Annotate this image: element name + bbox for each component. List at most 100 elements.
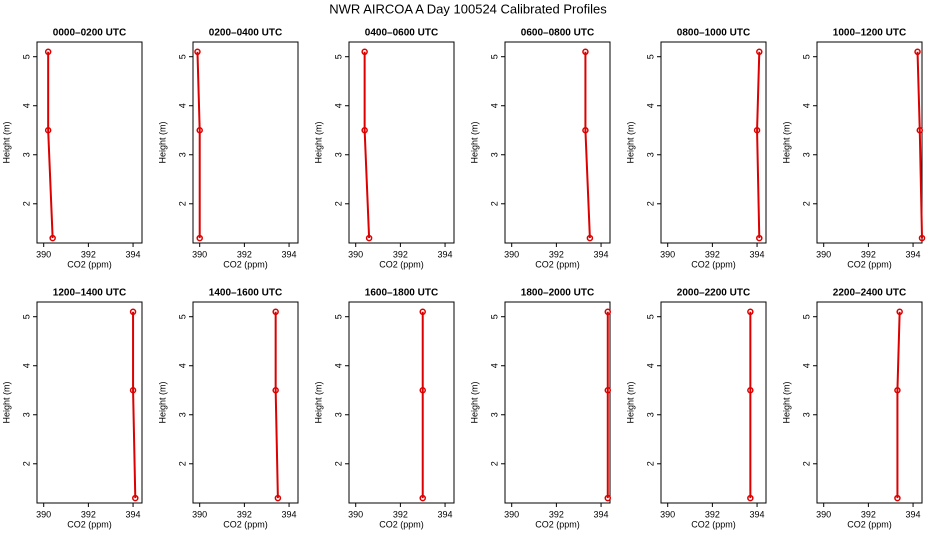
y-tick-label: 4 (801, 363, 811, 368)
data-point (747, 494, 754, 502)
y-tick-label: 5 (177, 314, 187, 319)
y-tick-label: 4 (177, 103, 187, 108)
panel-title: 1200–1400 UTC (53, 288, 126, 299)
x-tick-label: 394 (750, 249, 765, 259)
y-tick-label: 3 (645, 412, 655, 417)
data-point (196, 126, 203, 134)
x-tick-label: 390 (504, 509, 519, 519)
x-tick-label: 392 (549, 509, 564, 519)
panel-title: 1400–1600 UTC (209, 288, 282, 299)
y-tick-label: 4 (177, 363, 187, 368)
y-tick-label: 4 (489, 103, 499, 108)
data-point (132, 494, 139, 502)
y-tick-label: 3 (177, 152, 187, 157)
y-tick-label: 3 (645, 152, 655, 157)
data-point (582, 48, 589, 56)
data-point (914, 48, 921, 56)
x-tick-label: 392 (861, 249, 876, 259)
x-tick-label: 394 (438, 509, 453, 519)
y-tick-label: 4 (333, 363, 343, 368)
panel-title: 1600–1800 UTC (365, 288, 438, 299)
x-tick-label: 392 (549, 249, 564, 259)
y-tick-label: 2 (21, 461, 31, 466)
data-point (361, 126, 368, 134)
x-tick-label: 392 (705, 509, 720, 519)
y-tick-label: 4 (645, 103, 655, 108)
y-tick-label: 3 (489, 152, 499, 157)
data-point (604, 386, 612, 394)
y-axis-label: Height (m) (313, 121, 323, 163)
x-axis-label: CO2 (ppm) (691, 519, 736, 529)
x-axis-label: CO2 (ppm) (379, 259, 424, 269)
x-tick-label: 394 (594, 509, 609, 519)
x-tick-label: 394 (126, 249, 141, 259)
y-tick-label: 2 (333, 201, 343, 206)
x-tick-label: 392 (705, 249, 720, 259)
y-tick-label: 3 (333, 152, 343, 157)
data-point (419, 308, 426, 316)
plot-frame (504, 41, 611, 244)
y-axis-label: Height (m) (157, 381, 167, 423)
plot-frame (660, 41, 767, 244)
data-point (272, 308, 279, 316)
profile-line (363, 51, 371, 239)
plot-frame (816, 301, 923, 504)
y-tick-label: 5 (801, 54, 811, 59)
data-point (361, 48, 368, 56)
x-tick-label: 390 (660, 509, 675, 519)
data-point (582, 126, 589, 134)
plot-frame (816, 41, 923, 244)
profile-line (47, 51, 54, 239)
x-tick-label: 392 (81, 249, 96, 259)
x-tick-label: 394 (906, 509, 921, 519)
x-axis-label: CO2 (ppm) (535, 519, 580, 529)
x-tick-label: 390 (192, 249, 207, 259)
data-point (129, 308, 137, 316)
y-axis-label: Height (m) (313, 381, 323, 423)
plot-frame (504, 301, 611, 504)
y-tick-label: 4 (645, 363, 655, 368)
panel-title: 0000–0200 UTC (53, 28, 126, 39)
data-point (129, 386, 137, 394)
data-point (753, 126, 761, 134)
y-tick-label: 3 (177, 412, 187, 417)
y-tick-label: 2 (801, 461, 811, 466)
y-tick-label: 5 (333, 54, 343, 59)
data-point (44, 126, 52, 134)
y-tick-label: 2 (489, 201, 499, 206)
y-axis-label: Height (m) (781, 381, 791, 423)
panel-title: 0800–1000 UTC (677, 28, 750, 39)
panel-title: 0400–0600 UTC (365, 28, 438, 39)
x-tick-label: 394 (750, 509, 765, 519)
data-point (272, 386, 279, 394)
panel-title: 0200–0400 UTC (209, 28, 282, 39)
profile-line (274, 311, 279, 499)
y-axis-label: Height (m) (1, 381, 11, 423)
x-axis-label: CO2 (ppm) (847, 519, 892, 529)
panel-title: 1000–1200 UTC (833, 28, 906, 39)
data-point (194, 48, 201, 56)
y-tick-label: 3 (489, 412, 499, 417)
y-tick-label: 5 (801, 314, 811, 319)
data-point (916, 126, 924, 134)
data-point (747, 386, 754, 394)
x-tick-label: 390 (348, 509, 363, 519)
x-tick-label: 394 (594, 249, 609, 259)
profile-line (756, 51, 761, 239)
data-point (49, 234, 56, 242)
x-tick-label: 394 (906, 249, 921, 259)
x-axis-label: CO2 (ppm) (379, 519, 424, 529)
data-point (365, 234, 373, 242)
x-axis-label: CO2 (ppm) (535, 259, 580, 269)
plot-frame (192, 301, 299, 504)
data-point (586, 234, 594, 242)
y-axis-label: Height (m) (781, 121, 791, 163)
x-tick-label: 390 (348, 249, 363, 259)
y-tick-label: 2 (177, 201, 187, 206)
plot-frame (660, 301, 767, 504)
y-tick-label: 4 (333, 103, 343, 108)
data-point (756, 48, 763, 56)
data-point (918, 234, 926, 242)
y-tick-label: 5 (489, 314, 499, 319)
